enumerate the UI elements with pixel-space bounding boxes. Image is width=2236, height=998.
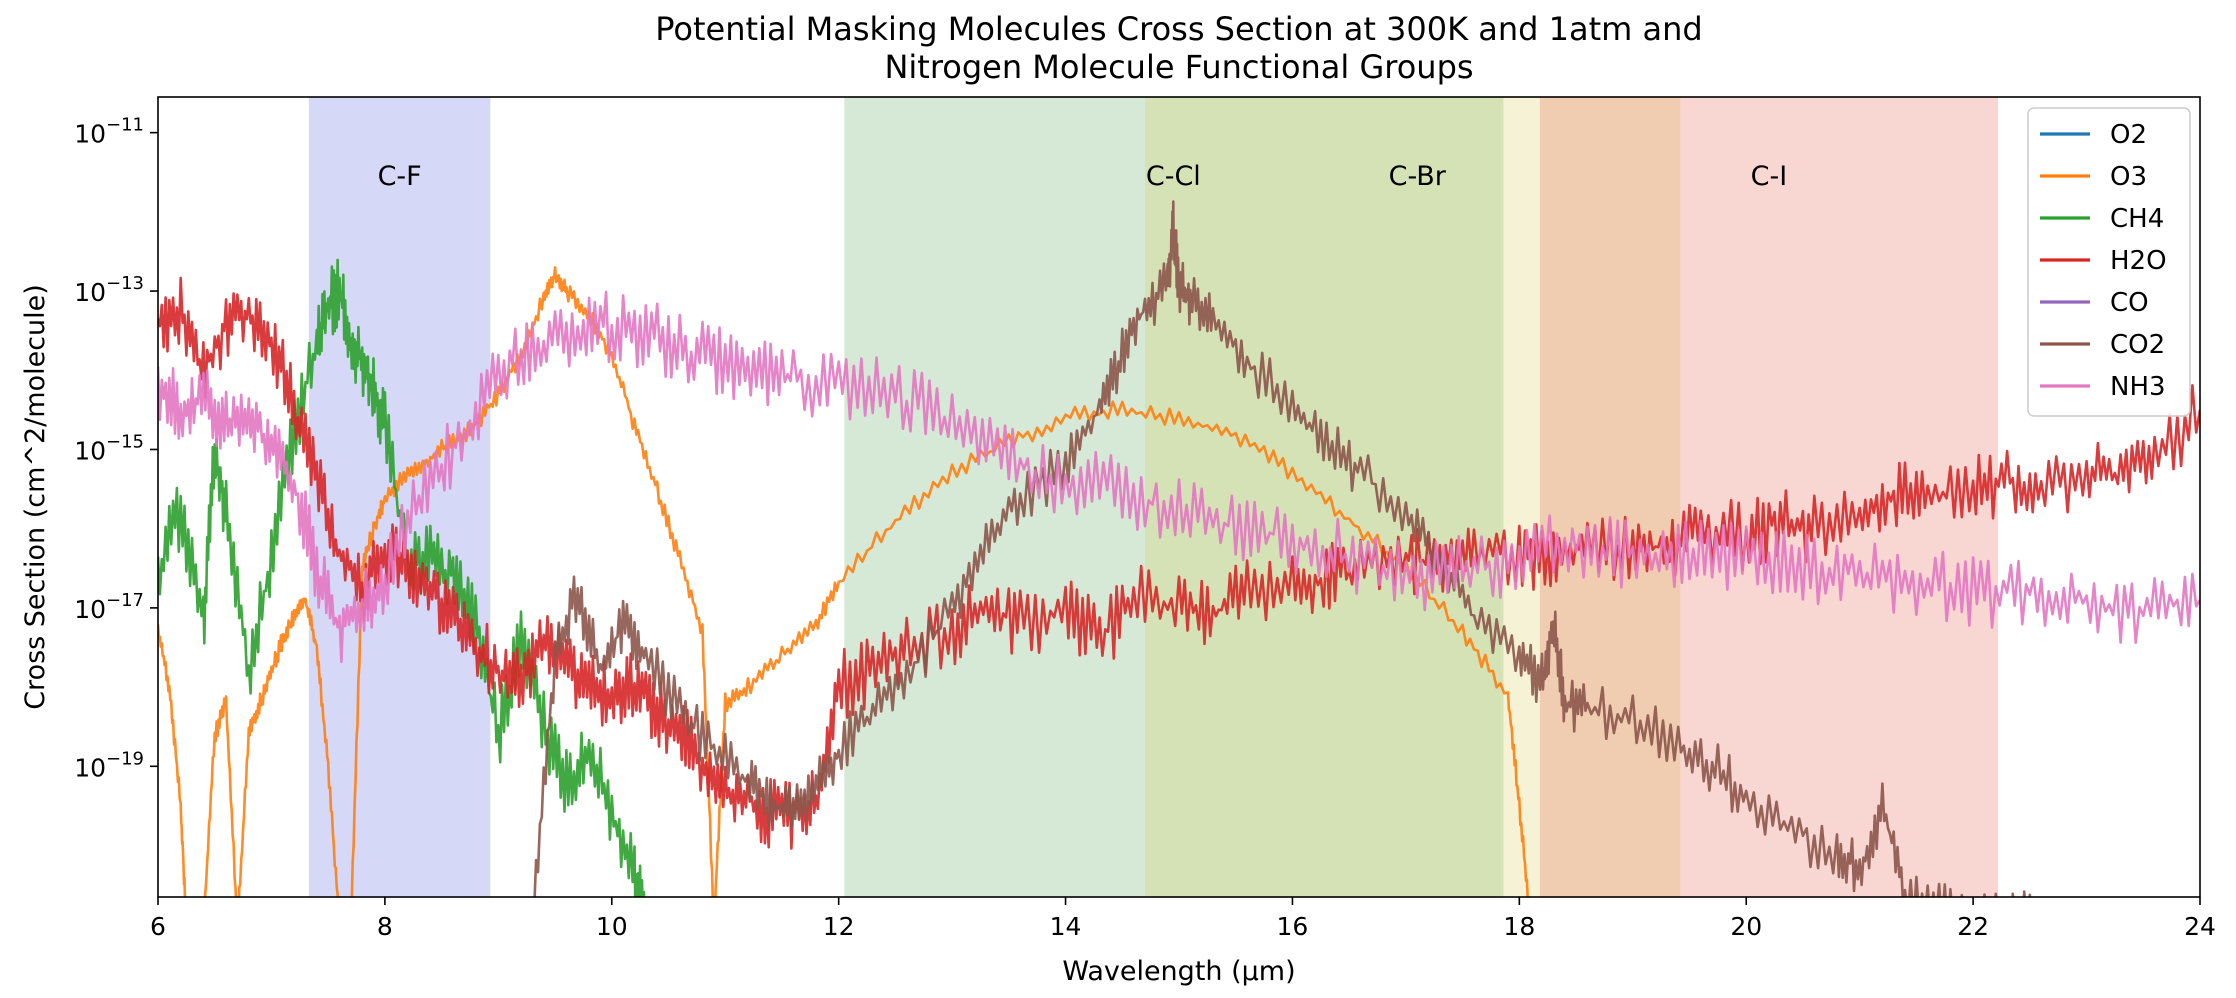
x-tick-label: 12 xyxy=(823,912,855,941)
x-tick-label: 14 xyxy=(1050,912,1082,941)
band-0 xyxy=(308,97,491,897)
legend-label-co2: CO2 xyxy=(2110,330,2165,360)
band-label-c-br: C-Br xyxy=(1389,161,1447,192)
legend-label-co: CO xyxy=(2110,288,2149,318)
legend-label-ch4: CH4 xyxy=(2110,204,2164,234)
band-labels: C-F C-Cl C-Br C-I xyxy=(378,161,1788,192)
legend-label-nh3: NH3 xyxy=(2110,372,2166,402)
y-tick-label: 10−19 xyxy=(74,748,144,782)
x-axis: 6 8 10 12 14 16 18 20 22 24 xyxy=(150,897,2216,941)
x-axis-label: Wavelength (μm) xyxy=(1062,956,1295,987)
band-label-c-cl: C-Cl xyxy=(1146,161,1201,192)
y-tick-label: 10−13 xyxy=(74,273,144,307)
legend-label-o2: O2 xyxy=(2110,120,2147,150)
plot-frame xyxy=(157,96,2201,898)
y-axis: 10−11 10−13 10−15 10−17 10−19 xyxy=(74,115,158,782)
y-tick-label: 10−11 xyxy=(74,115,144,149)
legend-box xyxy=(2027,107,2191,417)
x-tick-label: 8 xyxy=(377,912,393,941)
band-label-c-i: C-I xyxy=(1751,161,1788,192)
chart-title-line-1: Potential Masking Molecules Cross Sectio… xyxy=(655,10,1702,48)
legend-label-h2o: H2O xyxy=(2110,246,2167,276)
legend-label-o3: O3 xyxy=(2110,162,2147,192)
x-tick-label: 22 xyxy=(1957,912,1989,941)
y-tick-label: 10−15 xyxy=(74,431,144,465)
x-tick-label: 20 xyxy=(1730,912,1762,941)
band-1 xyxy=(844,97,1145,897)
x-tick-label: 16 xyxy=(1277,912,1309,941)
series-line-h2o xyxy=(158,276,2200,850)
band-label-c-f: C-F xyxy=(378,161,422,192)
x-tick-label: 6 xyxy=(150,912,166,941)
x-tick-label: 18 xyxy=(1503,912,1535,941)
x-tick-label: 10 xyxy=(596,912,628,941)
band-3 xyxy=(1503,97,1540,897)
series-line-o3 xyxy=(158,266,1529,897)
y-tick-label: 10−17 xyxy=(74,590,144,624)
x-tick-label: 24 xyxy=(2184,912,2216,941)
series-lines xyxy=(158,200,2200,897)
y-axis-label: Cross Section (cm^2/molecule) xyxy=(20,284,51,710)
chart-title-line-2: Nitrogen Molecule Functional Groups xyxy=(884,48,1473,86)
series-line-ch4 xyxy=(158,258,646,897)
series-line-nh3 xyxy=(158,290,2200,664)
legend: O2 O3 CH4 H2O CO CO2 NH3 xyxy=(2027,107,2191,417)
band-4 xyxy=(1539,97,1681,897)
series-line-co2 xyxy=(533,200,2032,897)
